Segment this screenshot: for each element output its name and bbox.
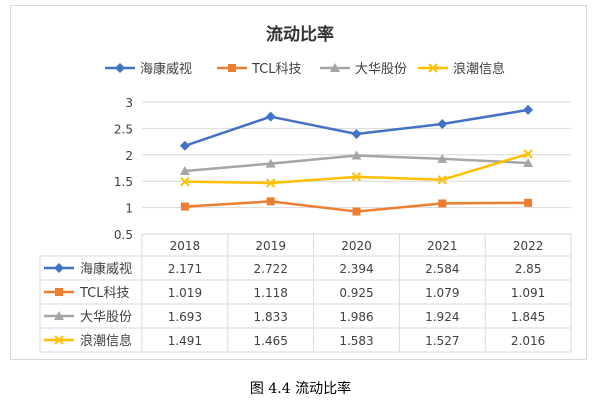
table-cell-value: 0.925 xyxy=(339,286,373,300)
x-tick-label: 2021 xyxy=(427,239,458,253)
data-point xyxy=(351,128,362,139)
series-line xyxy=(184,108,529,147)
data-point xyxy=(437,118,448,129)
data-point xyxy=(179,166,190,176)
table-cell-value: 1.091 xyxy=(511,286,545,300)
x-tick-label: 2020 xyxy=(341,239,372,253)
legend-marker xyxy=(228,64,236,72)
data-point xyxy=(352,207,361,216)
table-series-label: 海康威视 xyxy=(80,261,132,277)
data-point xyxy=(351,172,362,182)
table-cell-value: 2.394 xyxy=(339,262,373,276)
data-point xyxy=(437,175,448,185)
table-cell-value: 1.527 xyxy=(425,334,459,348)
table-cell-value: 2.016 xyxy=(511,334,545,348)
x-tick-label: 2019 xyxy=(255,239,286,253)
legend-marker xyxy=(428,63,438,73)
table-cell-value: 2.85 xyxy=(515,262,542,276)
table-cell-value: 1.833 xyxy=(254,310,288,324)
x-tick-label: 2022 xyxy=(513,239,544,253)
data-point xyxy=(180,176,190,187)
legend-label: 浪潮信息 xyxy=(453,61,505,77)
table-cell-value: 1.079 xyxy=(425,286,459,300)
table-cell-value: 2.584 xyxy=(425,262,459,276)
legend-marker xyxy=(115,63,125,73)
data-point xyxy=(523,157,534,167)
table-legend-marker xyxy=(54,335,64,345)
data-point xyxy=(266,197,275,206)
table-cell-value: 1.845 xyxy=(511,310,545,324)
y-tick-label: 2.5 xyxy=(114,122,133,136)
y-tick-label: 1 xyxy=(125,202,133,216)
data-point xyxy=(265,111,276,122)
table-series-label: 浪潮信息 xyxy=(80,333,132,349)
data-point xyxy=(523,149,533,159)
table-legend-marker xyxy=(54,311,64,320)
y-tick-label: 3 xyxy=(125,96,133,110)
data-point xyxy=(265,158,276,168)
table-cell-value: 1.986 xyxy=(339,310,373,324)
data-point xyxy=(265,178,276,188)
table-cell-value: 1.491 xyxy=(168,334,202,348)
data-point xyxy=(180,202,189,211)
legend-label: TCL科技 xyxy=(251,62,302,77)
table-cell-value: 1.924 xyxy=(425,310,459,324)
chart-title: 流动比率 xyxy=(266,24,334,45)
data-point xyxy=(351,150,362,160)
table-cell-value: 1.693 xyxy=(168,310,202,324)
table-cell-value: 1.583 xyxy=(339,334,373,348)
table-cell-value: 1.465 xyxy=(254,334,288,348)
table-series-label: TCL科技 xyxy=(79,286,130,301)
table-cell-value: 2.722 xyxy=(254,262,288,276)
table-series-label: 大华股份 xyxy=(80,310,132,325)
table-cell-value: 1.019 xyxy=(168,286,202,300)
data-point xyxy=(437,153,448,163)
data-point xyxy=(524,198,533,207)
x-tick-label: 2018 xyxy=(170,239,201,253)
data-point xyxy=(179,140,190,151)
y-tick-label: 2 xyxy=(125,149,133,163)
figure-caption: 图 4.4 流动比率 xyxy=(249,381,352,397)
legend-label: 海康威视 xyxy=(140,61,192,77)
legend-marker xyxy=(330,63,340,72)
table-cell-value: 2.171 xyxy=(168,262,202,276)
data-point xyxy=(438,199,447,208)
legend-label: 大华股份 xyxy=(355,62,407,77)
y-tick-label: 0.5 xyxy=(114,228,133,242)
data-point xyxy=(523,104,534,115)
table-cell-value: 1.118 xyxy=(254,286,288,300)
table-legend-marker xyxy=(54,263,64,273)
table-legend-marker xyxy=(55,288,63,296)
chart-frame xyxy=(10,5,587,360)
y-tick-label: 1.5 xyxy=(114,175,133,189)
